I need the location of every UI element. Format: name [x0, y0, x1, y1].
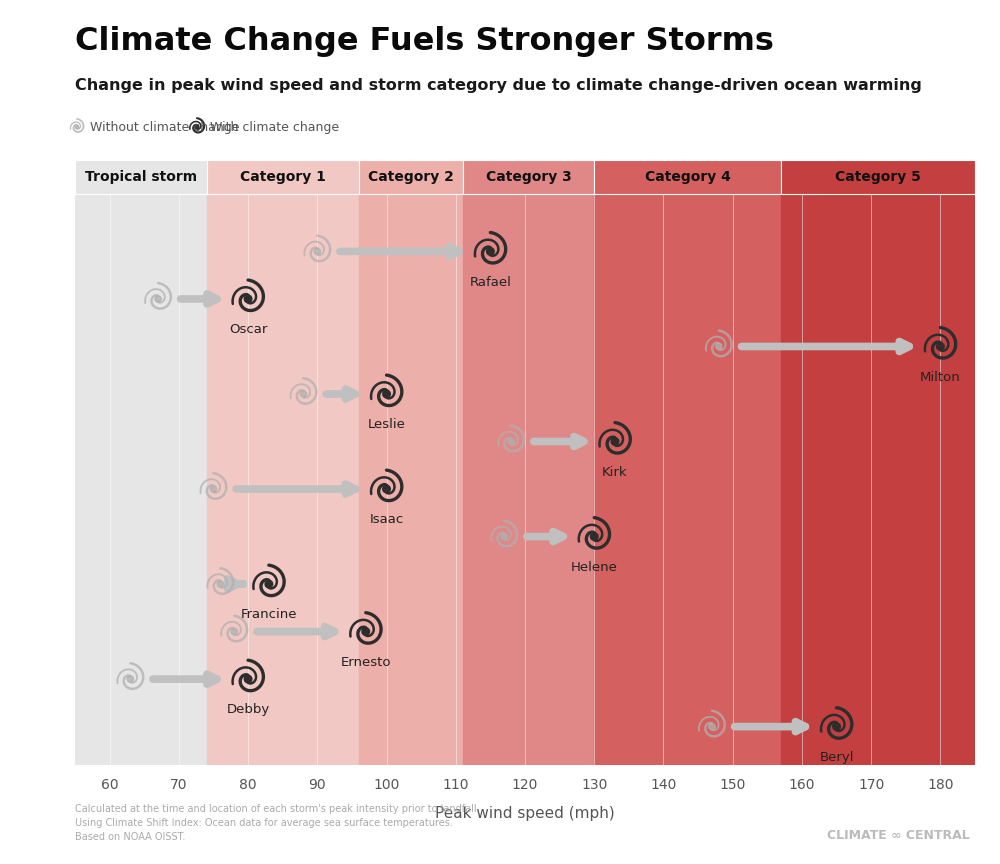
Polygon shape	[501, 533, 507, 540]
Polygon shape	[217, 581, 224, 588]
Polygon shape	[155, 295, 161, 302]
Text: Francine: Francine	[241, 608, 297, 621]
X-axis label: Peak wind speed (mph): Peak wind speed (mph)	[435, 806, 615, 821]
Polygon shape	[210, 486, 217, 492]
Text: Ernesto: Ernesto	[341, 656, 391, 669]
Text: Change in peak wind speed and storm category due to climate change-driven ocean : Change in peak wind speed and storm cate…	[75, 78, 922, 92]
Text: Category 2: Category 2	[368, 170, 454, 184]
Text: Category 5: Category 5	[835, 170, 921, 184]
Polygon shape	[508, 438, 514, 445]
Polygon shape	[383, 391, 390, 397]
Text: Without climate change: Without climate change	[90, 120, 240, 134]
Polygon shape	[231, 628, 237, 635]
Bar	[359, 194, 463, 765]
Polygon shape	[716, 343, 722, 350]
Polygon shape	[709, 723, 715, 730]
Bar	[207, 194, 359, 765]
Bar	[207, 160, 359, 194]
Polygon shape	[195, 125, 199, 129]
Bar	[594, 194, 781, 765]
Polygon shape	[265, 581, 273, 588]
Text: Debby: Debby	[226, 703, 270, 716]
Polygon shape	[75, 125, 79, 129]
Polygon shape	[937, 343, 944, 350]
Text: Calculated at the time and location of each storm's peak intensity prior to land: Calculated at the time and location of e…	[75, 804, 477, 842]
Bar	[781, 160, 975, 194]
Text: With climate change: With climate change	[210, 120, 339, 134]
Polygon shape	[611, 438, 619, 445]
Polygon shape	[300, 391, 307, 397]
Text: Climate Change Fuels Stronger Storms: Climate Change Fuels Stronger Storms	[75, 26, 774, 57]
Text: Category 3: Category 3	[486, 170, 571, 184]
Text: Kirk: Kirk	[602, 466, 628, 479]
Text: Category 4: Category 4	[645, 170, 731, 184]
Bar	[359, 160, 463, 194]
Polygon shape	[244, 676, 252, 683]
Polygon shape	[127, 676, 134, 683]
Text: Rafael: Rafael	[469, 276, 511, 289]
Polygon shape	[487, 248, 494, 255]
Text: Helene: Helene	[571, 561, 618, 574]
Bar	[463, 160, 594, 194]
Polygon shape	[383, 486, 390, 492]
Bar	[463, 194, 594, 765]
Bar	[594, 160, 781, 194]
Polygon shape	[833, 723, 840, 730]
Text: Category 1: Category 1	[240, 170, 326, 184]
Text: Beryl: Beryl	[819, 751, 854, 764]
Polygon shape	[590, 533, 598, 540]
Text: Leslie: Leslie	[368, 418, 405, 431]
Text: Tropical storm: Tropical storm	[85, 170, 197, 184]
Text: Oscar: Oscar	[229, 323, 267, 336]
Bar	[781, 194, 975, 765]
Polygon shape	[244, 295, 252, 302]
Polygon shape	[362, 628, 370, 635]
Text: Isaac: Isaac	[369, 513, 404, 526]
Text: CLIMATE ∞ CENTRAL: CLIMATE ∞ CENTRAL	[827, 829, 970, 842]
Polygon shape	[314, 248, 320, 255]
Text: Milton: Milton	[920, 371, 961, 384]
Bar	[75, 194, 207, 765]
Bar	[75, 160, 207, 194]
